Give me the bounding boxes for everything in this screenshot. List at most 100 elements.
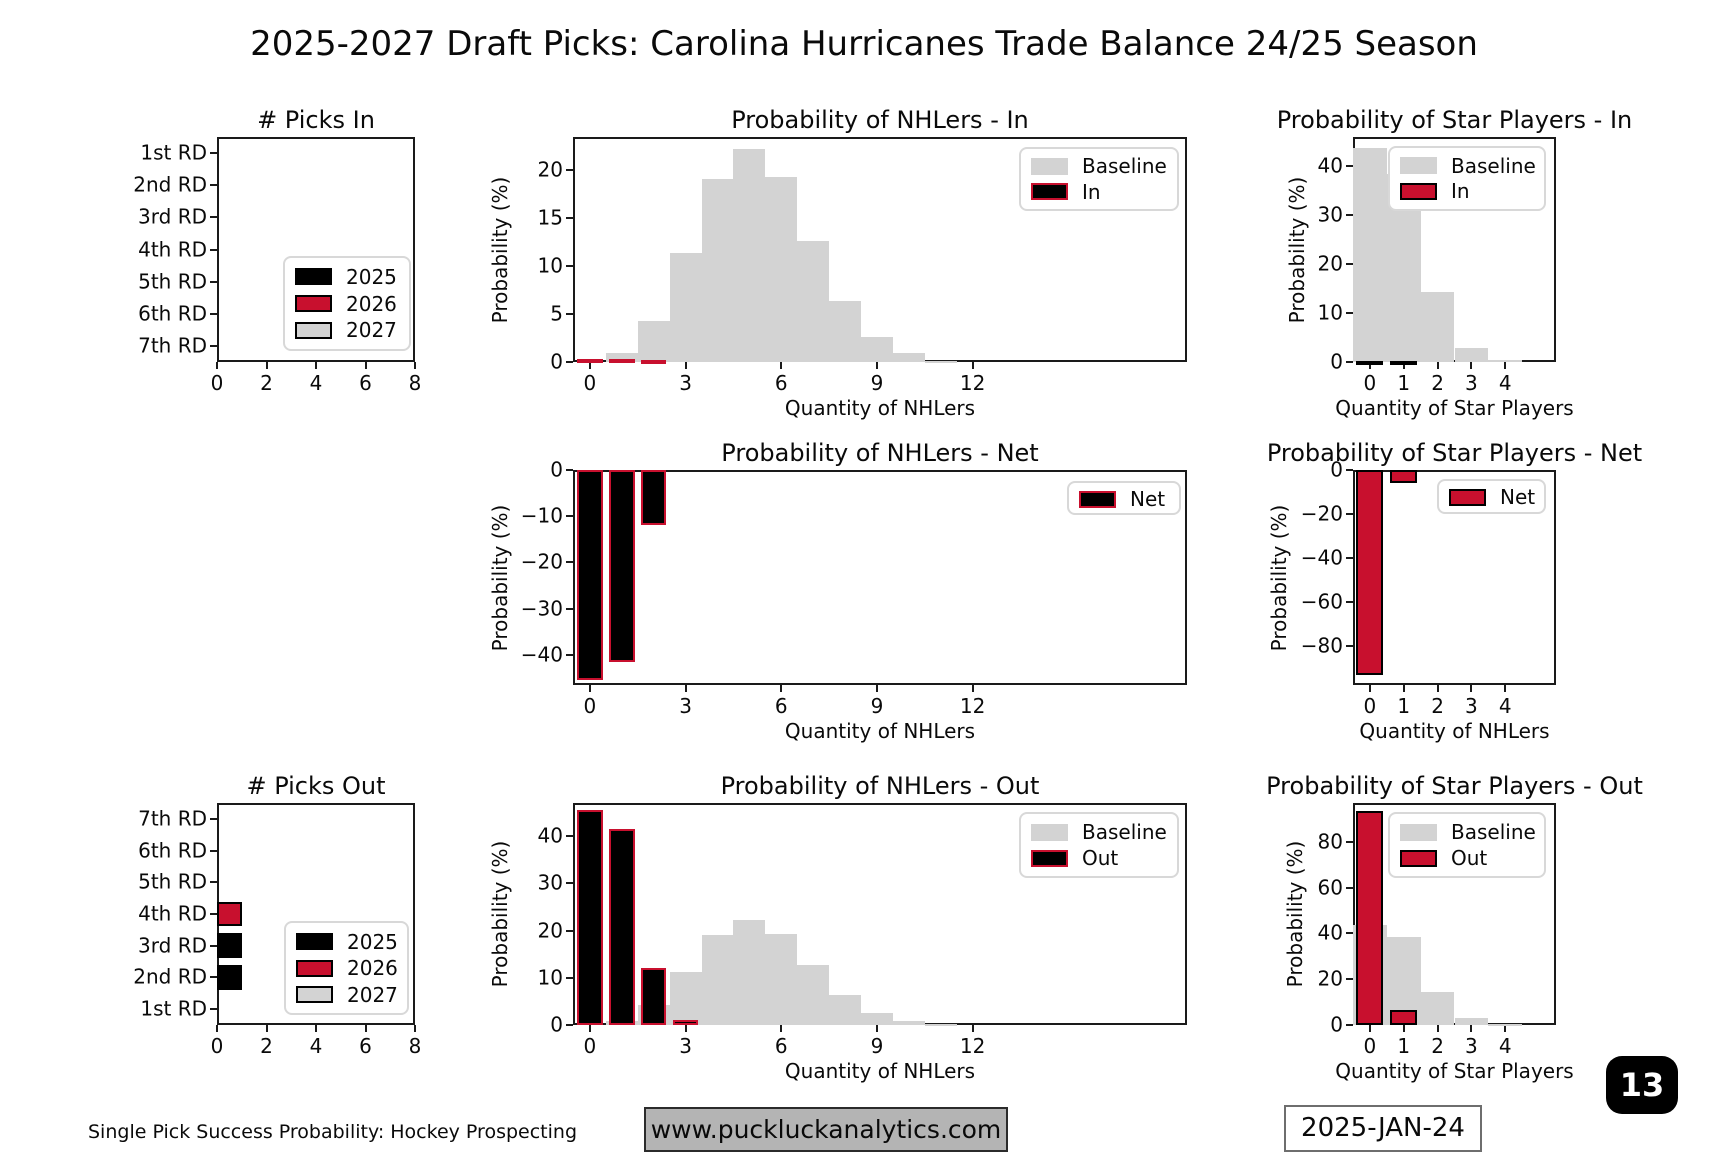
legend-swatch-baseline — [1031, 823, 1068, 841]
bar-baseline — [924, 1024, 957, 1027]
x-tick-label: 3 — [1465, 1034, 1478, 1058]
bar-baseline — [861, 1012, 893, 1025]
y-tick-mark — [210, 344, 217, 347]
x-tick-label: 1 — [1397, 371, 1411, 395]
y-tick-mark — [566, 216, 573, 219]
x-tick-mark — [684, 1025, 687, 1032]
bar-out — [609, 828, 635, 1025]
y-tick-label: 10 — [537, 253, 563, 278]
legend-swatch-2026 — [295, 295, 332, 312]
y-tick-mark — [210, 976, 217, 979]
y-tick-mark — [210, 152, 217, 155]
y-tick-label: 20 — [537, 918, 563, 943]
x-tick-label: 3 — [679, 1034, 692, 1058]
x-tick-label: 4 — [1498, 694, 1512, 718]
bar-net — [609, 470, 635, 662]
legend-entry: 2025 — [295, 265, 399, 289]
x-axis-label: Quantity of NHLers — [784, 1059, 976, 1083]
x-tick-mark — [1402, 362, 1405, 369]
legend-entry: Out — [1031, 846, 1167, 870]
bar-baseline — [733, 920, 766, 1025]
y-tick-mark — [1346, 978, 1353, 981]
bar-in — [609, 359, 635, 364]
x-tick-mark — [1402, 685, 1405, 692]
bar-baseline — [924, 360, 957, 363]
bar-out — [577, 810, 603, 1025]
y-tick-label: 2nd RD — [133, 964, 207, 989]
legend-swatch-2027 — [296, 986, 333, 1003]
legend-swatch-2025 — [296, 933, 333, 950]
legend-label: Baseline — [1082, 154, 1167, 179]
y-tick-mark — [1346, 469, 1353, 471]
legend-swatch-2025 — [295, 268, 332, 286]
axes-frame — [1353, 470, 1556, 685]
y-tick-label: 40 — [1317, 920, 1343, 945]
legend: Baseline Out — [1019, 812, 1179, 878]
y-tick-mark — [566, 312, 573, 315]
legend-swatch-2026 — [296, 959, 333, 977]
page-number-badge: 13 — [1606, 1056, 1678, 1114]
x-tick-mark — [588, 1025, 591, 1032]
bar-out — [672, 1019, 699, 1025]
y-tick-mark — [1346, 1024, 1353, 1026]
footer-date-box: 2025-JAN-24 — [1284, 1105, 1482, 1152]
x-tick-label: 1 — [1397, 694, 1411, 718]
x-tick-label: 6 — [774, 371, 788, 395]
y-tick-label: 20 — [1317, 251, 1343, 276]
y-tick-label: −30 — [520, 596, 563, 621]
y-tick-label: 6th RD — [138, 838, 207, 863]
bar-baseline — [1454, 1018, 1489, 1025]
y-tick-mark — [210, 184, 217, 187]
y-tick-label: 5th RD — [138, 269, 207, 294]
x-tick-label: 12 — [959, 1034, 986, 1058]
y-tick-mark — [566, 469, 573, 471]
y-tick-label: 15 — [537, 205, 563, 230]
y-tick-label: −60 — [1300, 589, 1343, 614]
x-tick-mark — [1504, 1025, 1507, 1032]
y-tick-label: 0 — [1330, 457, 1343, 482]
bar-baseline — [892, 1020, 925, 1025]
y-tick-mark — [566, 515, 573, 518]
y-tick-mark — [1346, 644, 1353, 647]
y-tick-label: 5 — [550, 301, 563, 326]
bar-baseline — [605, 353, 638, 362]
legend-label: Baseline — [1451, 820, 1536, 844]
y-tick-mark — [1346, 556, 1353, 559]
legend: Net — [1437, 479, 1546, 514]
bar-baseline — [829, 301, 862, 362]
x-tick-mark — [216, 1025, 218, 1032]
bar-baseline — [1420, 292, 1455, 362]
bar-baseline — [861, 337, 893, 362]
y-tick-mark — [1346, 600, 1353, 603]
y-tick-label: 0 — [550, 457, 563, 482]
y-tick-label: 0 — [1330, 349, 1343, 374]
x-axis-label: Quantity of Star Players — [1335, 1059, 1574, 1083]
legend: Baseline In — [1019, 147, 1179, 211]
y-tick-label: 7th RD — [138, 806, 207, 831]
legend-entry: 2027 — [296, 983, 398, 1007]
bar-baseline — [797, 965, 830, 1025]
x-axis-label: Quantity of NHLers — [784, 396, 976, 420]
y-tick-label: 7th RD — [138, 333, 207, 358]
bar-baseline — [1353, 148, 1387, 362]
x-tick-label: 8 — [408, 1034, 422, 1058]
x-tick-mark — [588, 685, 591, 692]
x-tick-label: 9 — [870, 694, 884, 718]
x-tick-mark — [216, 362, 218, 369]
bar-baseline — [733, 148, 766, 362]
y-tick-mark — [566, 882, 573, 885]
legend-label: In — [1082, 179, 1101, 204]
y-tick-label: 1st RD — [140, 996, 207, 1021]
y-tick-mark — [566, 561, 573, 564]
y-tick-label: 0 — [550, 349, 563, 374]
chart-title: Probability of NHLers - Out — [720, 772, 1040, 800]
legend-label: 2026 — [347, 956, 398, 980]
x-tick-label: 0 — [210, 1034, 224, 1058]
x-tick-mark — [971, 685, 974, 692]
x-tick-mark — [588, 362, 591, 369]
chart-title: Probability of Star Players - In — [1276, 106, 1633, 134]
y-tick-mark — [210, 849, 217, 852]
bar-out — [640, 968, 667, 1025]
y-tick-mark — [1346, 165, 1353, 168]
